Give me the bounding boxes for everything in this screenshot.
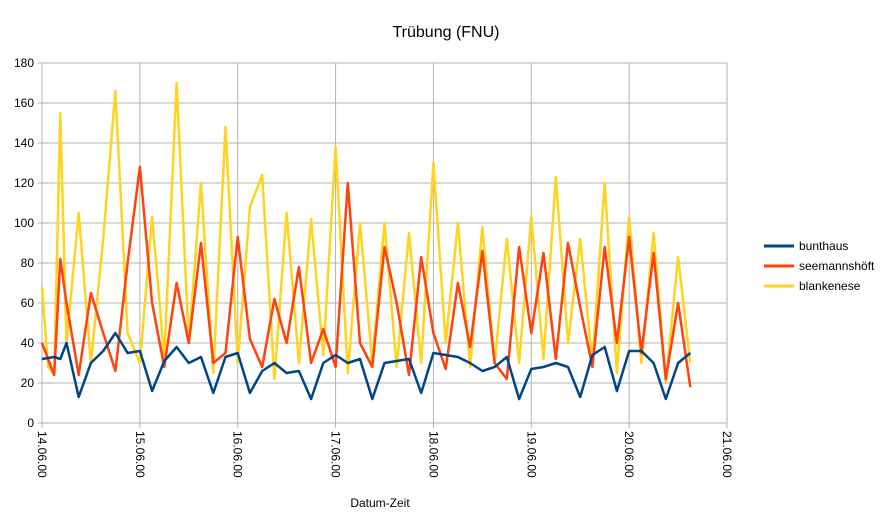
x-tick-label: 14.06.00 [35, 431, 49, 478]
y-tick-label: 180 [14, 56, 34, 70]
y-tick-label: 160 [14, 96, 34, 110]
x-tick-label: 19.06.00 [524, 431, 538, 478]
y-tick-label: 40 [21, 336, 35, 350]
chart-title: Trübung (FNU) [393, 24, 500, 41]
series-line-blankenese [40, 81, 692, 385]
x-axis-label: Datum-Zeit [350, 496, 410, 510]
series-line-bunthaus [41, 331, 692, 401]
x-tick-label: 20.06.00 [622, 431, 636, 478]
legend: bunthaus seemannshöft blankenese [764, 239, 875, 293]
y-tick-label: 60 [21, 296, 35, 310]
x-tick-label: 17.06.00 [329, 431, 343, 478]
legend-label-blankenese: blankenese [799, 279, 861, 293]
series-lines [40, 81, 692, 401]
x-tick-label: 16.06.00 [231, 431, 245, 478]
x-tick-label: 18.06.00 [426, 431, 440, 478]
axes: 0 20 40 60 80 100 120 140 160 180 14.06.00 15.06.00… [14, 56, 734, 478]
y-tick-label: 80 [21, 256, 35, 270]
y-tick-label: 20 [21, 376, 35, 390]
y-tick-label: 140 [14, 136, 34, 150]
x-tick-label: 15.06.00 [133, 431, 147, 478]
legend-label-seemannshöft: seemannshöft [799, 259, 875, 273]
y-tick-label: 100 [14, 216, 34, 230]
legend-label-bunthaus: bunthaus [799, 239, 848, 253]
y-tick-label: 120 [14, 176, 34, 190]
x-tick-label: 21.06.00 [720, 431, 734, 478]
series-line-seemannshöft [40, 165, 692, 388]
y-tick-label: 0 [27, 416, 34, 430]
